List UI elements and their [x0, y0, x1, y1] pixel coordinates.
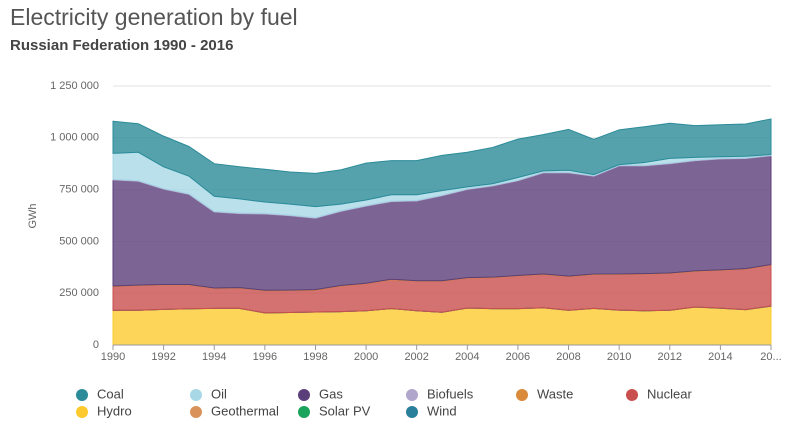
x-tick-label: 1990	[101, 351, 125, 363]
legend-swatch	[406, 389, 418, 401]
x-tick-label: 1998	[303, 351, 327, 363]
x-tick-label: 2014	[708, 351, 732, 363]
x-tick-label: 2000	[354, 351, 378, 363]
x-tick-label: 1992	[151, 351, 175, 363]
x-tick-label: 2010	[607, 351, 631, 363]
legend-swatch	[76, 406, 88, 418]
legend-swatch	[298, 406, 310, 418]
x-tick-label: 2006	[506, 351, 530, 363]
legend-label: Nuclear	[647, 386, 692, 401]
y-tick-label: 500 000	[59, 235, 99, 247]
x-tick-label: 2004	[455, 351, 479, 363]
y-tick-label: 0	[93, 339, 99, 351]
y-tick-label: 250 000	[59, 287, 99, 299]
y-tick-label: 1 000 000	[50, 132, 99, 144]
legend-swatch	[76, 389, 88, 401]
x-tick-label: 2002	[404, 351, 428, 363]
y-tick-label: 1 250 000	[50, 80, 99, 92]
x-tick-label: 1996	[253, 351, 277, 363]
legend-label: Solar PV	[319, 403, 371, 418]
x-tick-label: 2012	[658, 351, 682, 363]
x-tick-label: 20...	[760, 351, 781, 363]
legend-swatch	[626, 389, 638, 401]
legend-swatch	[190, 389, 202, 401]
legend-label: Hydro	[97, 403, 132, 418]
legend-swatch	[298, 389, 310, 401]
chart-subtitle: Russian Federation 1990 - 2016	[10, 37, 233, 54]
area	[112, 118, 772, 208]
legend-swatch	[190, 406, 202, 418]
x-tick-label: 2008	[556, 351, 580, 363]
legend-label: Waste	[537, 386, 573, 401]
chart-title: Electricity generation by fuel	[10, 4, 298, 30]
legend-swatch	[406, 406, 418, 418]
legend-label: Coal	[97, 386, 124, 401]
legend-swatch	[516, 389, 528, 401]
y-axis-label: GWh	[27, 203, 39, 228]
legend-label: Gas	[319, 386, 343, 401]
legend-label: Wind	[427, 403, 457, 418]
legend-label: Oil	[211, 386, 227, 401]
y-tick-label: 750 000	[59, 184, 99, 196]
legend-label: Biofuels	[427, 386, 474, 401]
x-tick-label: 1994	[202, 351, 226, 363]
legend-label: Geothermal	[211, 403, 279, 418]
